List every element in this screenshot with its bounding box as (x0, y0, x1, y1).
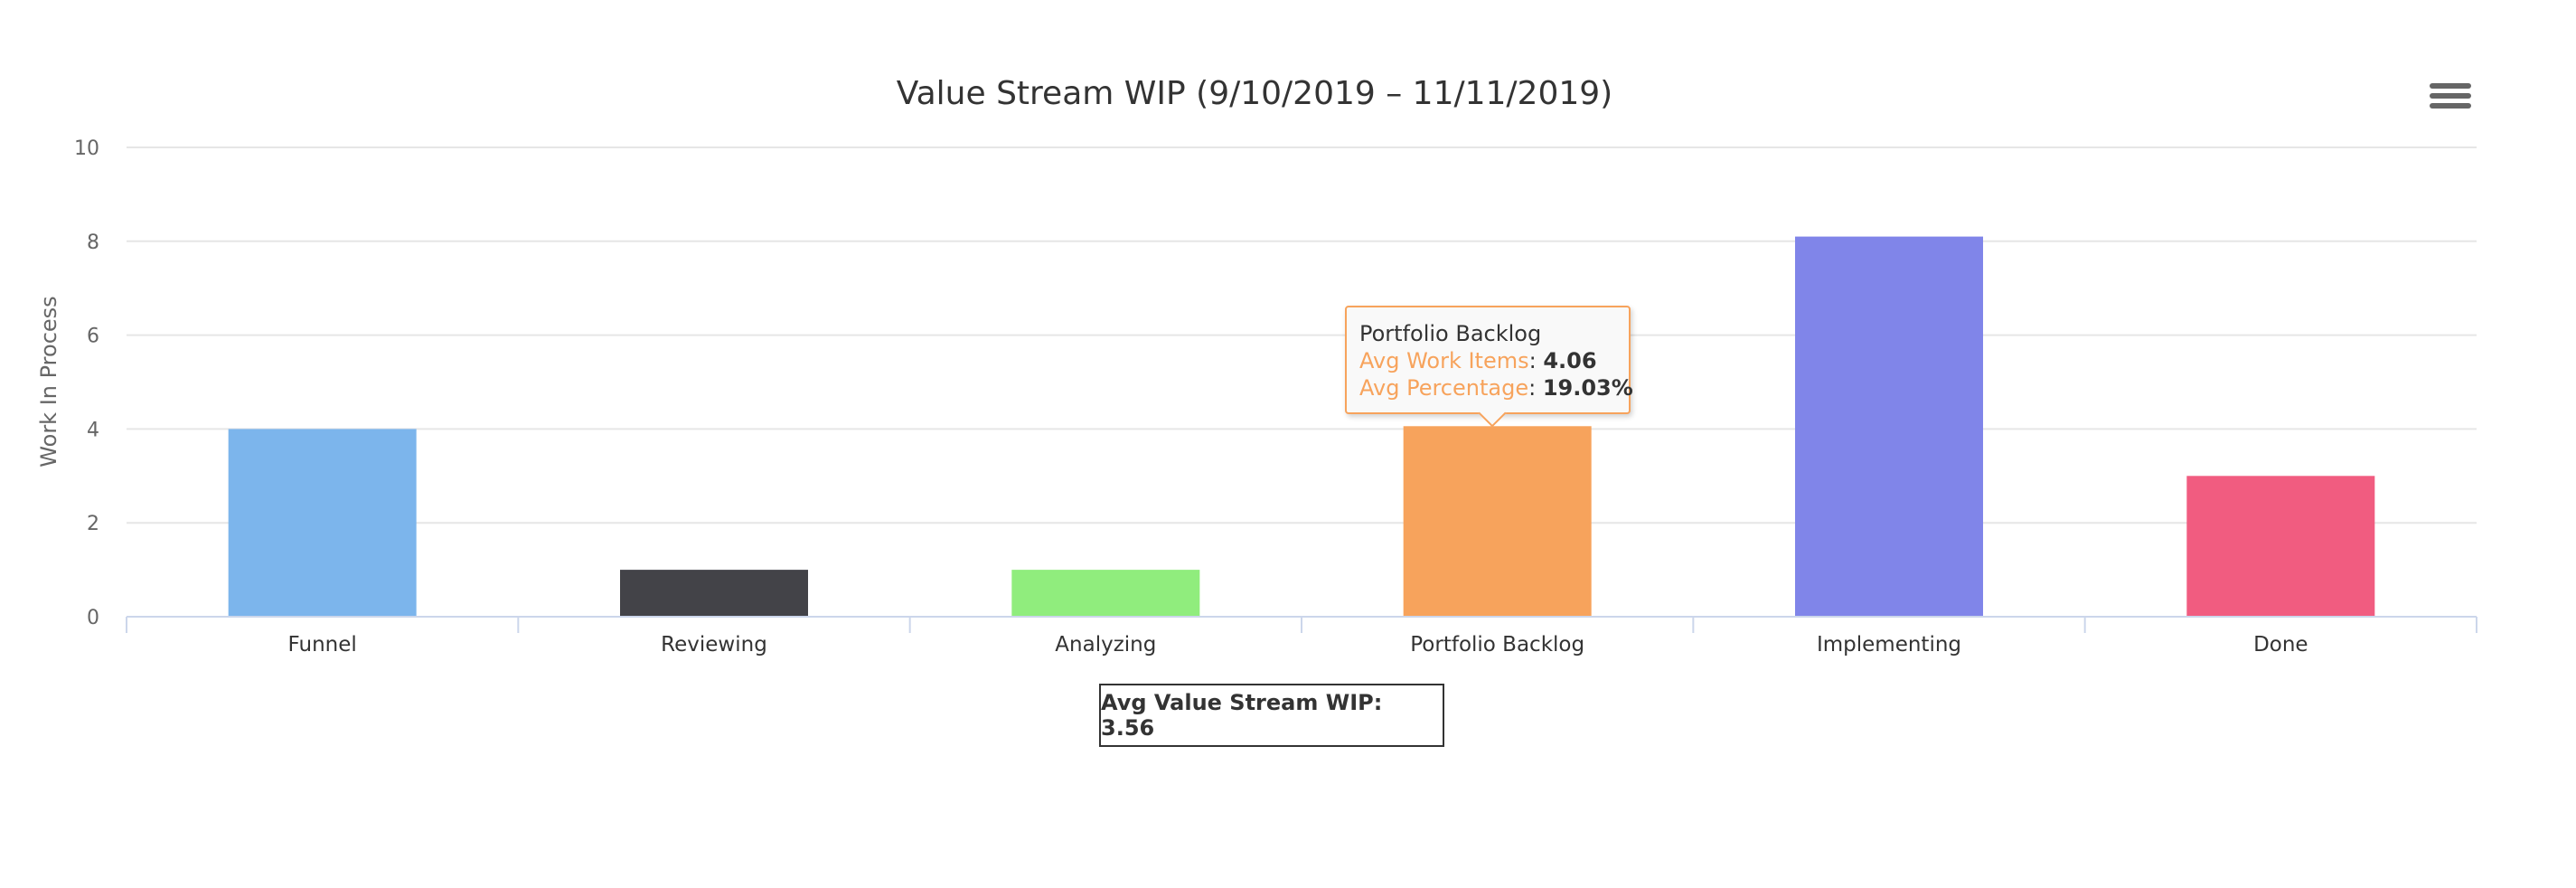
y-axis-label: Work In Process (36, 296, 61, 467)
y-axis-ticks: 0 2 4 6 8 10 (74, 137, 99, 629)
bar-done (2186, 476, 2375, 617)
tooltip-row-work-items: Avg Work Items: 4.06 (1359, 348, 1597, 373)
bar-analyzing (1011, 570, 1200, 617)
chart-menu-button[interactable] (2430, 83, 2471, 119)
bar-implementing (1795, 236, 1983, 617)
x-tick-label: Implementing (1817, 633, 1961, 657)
bar-funnel (228, 429, 417, 617)
y-tick-label: 2 (87, 513, 99, 535)
bar-reviewing (620, 570, 808, 617)
hamburger-menu-icon (2430, 83, 2471, 89)
tooltip-label: Avg Work Items (1359, 348, 1529, 373)
hamburger-menu-icon-line (2430, 93, 2471, 99)
x-tick-label: Portfolio Backlog (1410, 633, 1584, 657)
tooltip-label: Avg Percentage (1359, 375, 1529, 401)
bar-tooltip: Portfolio Backlog Avg Work Items: 4.06 A… (1345, 306, 1633, 428)
chart-title: Value Stream WIP (9/10/2019 – 11/11/2019… (897, 75, 1612, 112)
x-tick-label: Funnel (288, 633, 357, 657)
hamburger-menu-icon-line (2430, 103, 2471, 109)
tooltip-title: Portfolio Backlog (1359, 321, 1542, 346)
y-tick-label: 8 (87, 231, 99, 254)
tooltip-value: 4.06 (1543, 348, 1597, 373)
tooltip-row-percentage: Avg Percentage: 19.03% (1359, 375, 1633, 401)
y-tick-label: 0 (87, 607, 99, 629)
bar-portfolio-backlog (1403, 426, 1592, 617)
gridlines (127, 146, 2477, 524)
tooltip-value: 19.03% (1542, 375, 1633, 401)
y-tick-label: 4 (87, 419, 99, 441)
x-axis: Funnel Reviewing Analyzing Portfolio Backlo… (126, 616, 2477, 657)
y-tick-label: 6 (87, 326, 99, 348)
y-tick-label: 10 (74, 137, 99, 160)
x-tick-label: Done (2253, 633, 2308, 657)
x-tick-label: Reviewing (661, 633, 767, 657)
bars (228, 236, 2375, 617)
avg-wip-summary: Avg Value Stream WIP: 3.56 (1099, 684, 1444, 747)
x-tick-label: Analyzing (1055, 633, 1156, 657)
